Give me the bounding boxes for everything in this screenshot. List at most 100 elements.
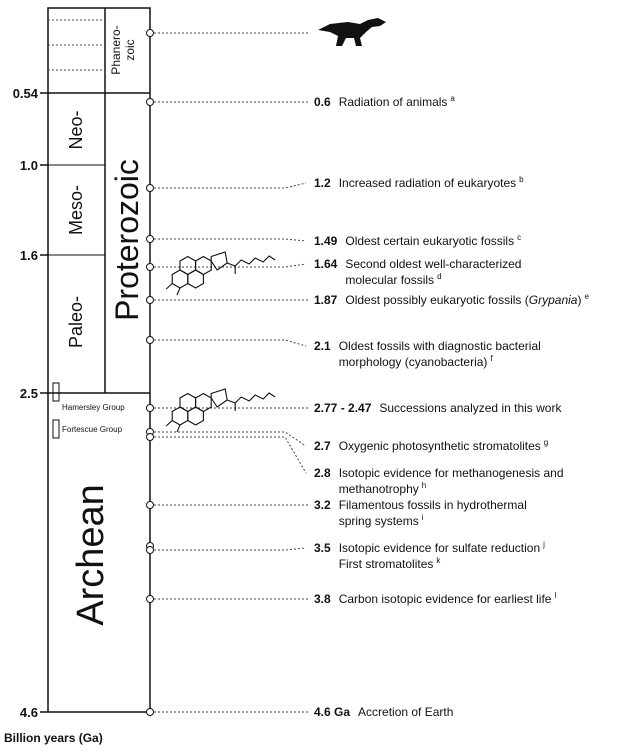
event-text: Oldest fossils with diagnostic bacterial — [339, 339, 541, 353]
event-label: 3.5 Isotopic evidence for sulfate reducti… — [314, 540, 545, 555]
event-age: 1.87 — [314, 293, 338, 307]
footnote-mark: l — [554, 591, 556, 600]
event-label: 2.7Oxygenic photosynthetic stromatolites… — [314, 438, 548, 453]
event-marker — [147, 264, 154, 271]
event-age: 3.8 — [314, 592, 331, 606]
event-age: 0.6 — [314, 95, 331, 109]
event-marker — [147, 337, 154, 344]
connector-line — [150, 548, 306, 550]
footnote-mark: g — [544, 438, 548, 447]
event-text-italic: Grypania — [529, 293, 578, 307]
event-text: Oxygenic photosynthetic stromatolites — [339, 439, 541, 453]
event-age: 3.5 — [314, 541, 331, 555]
event-text: morphology (cyanobacteria) — [339, 355, 488, 369]
footnote-mark: j — [542, 540, 545, 549]
event-label: spring systemsi — [339, 513, 424, 528]
page: { "axis": { "ticks": ["0.54", "1.0", "1.… — [0, 0, 626, 747]
event-label: 2.8 Isotopic evidence for methanogenesis … — [314, 466, 564, 480]
connector-line — [150, 183, 306, 188]
footnote-mark: e — [584, 292, 589, 301]
event-marker — [147, 709, 154, 716]
event-marker — [147, 434, 154, 441]
molecule-chain — [227, 393, 275, 403]
group-marker — [53, 383, 59, 401]
event-text: Successions analyzed in this work — [379, 401, 562, 415]
event-label: 1.87 Oldest possibly eukaryotic fossils (… — [314, 292, 589, 307]
event-age: 2.8 — [314, 466, 331, 480]
event-text: Isotopic evidence for methanogenesis and — [339, 466, 564, 480]
axis-tick-label: 0.54 — [13, 86, 39, 101]
event-text: Radiation of animals — [339, 95, 448, 109]
event-text: Increased radiation of eukaryotes — [339, 176, 516, 190]
axis-tick-label: 1.6 — [20, 248, 38, 263]
axis-tick-label: 2.5 — [20, 386, 38, 401]
event-text: Carbon isotopic evidence for earliest li… — [339, 592, 552, 606]
event-marker — [147, 405, 154, 412]
footnote-mark: h — [422, 481, 426, 490]
event-text: ) — [577, 293, 581, 307]
event-age: 1.64 — [314, 257, 338, 271]
connector-line — [150, 264, 306, 267]
footnote-mark: f — [490, 354, 493, 363]
era-label: Neo- — [66, 110, 86, 149]
eon-label: Archean — [70, 484, 112, 626]
footnote-mark: c — [517, 233, 521, 242]
era-label: Paleo- — [66, 296, 86, 348]
event-marker — [147, 30, 154, 37]
connector-line — [150, 437, 306, 473]
event-label: 2.1 Oldest fossils with diagnostic bacter… — [314, 339, 541, 353]
event-label: 1.2Increased radiation of eukaryotesb — [314, 175, 524, 190]
event-text: molecular fossils — [345, 273, 434, 287]
event-text: Oldest certain eukaryotic fossils — [345, 234, 514, 248]
event-marker — [147, 99, 154, 106]
molecule-chain — [227, 256, 275, 266]
molecule-ring — [180, 394, 196, 412]
group-label: Fortescue Group — [62, 425, 123, 434]
group-label: Hamersley Group — [62, 403, 125, 412]
event-marker — [147, 185, 154, 192]
event-age: 2.77 - 2.47 — [314, 401, 372, 415]
event-text: Second oldest well-characterized — [345, 257, 521, 271]
event-text: Isotopic evidence for sulfate reduction — [339, 541, 540, 555]
molecule-chain — [166, 284, 172, 290]
axis-label: Billion years (Ga) — [4, 731, 103, 745]
timeline-figure: 0.541.01.62.54.6Billion years (Ga)Phaner… — [0, 0, 626, 747]
connector-line — [150, 239, 306, 241]
molecule-ring — [180, 257, 196, 275]
event-text: methanotrophy — [339, 482, 419, 496]
footnote-mark: b — [519, 175, 524, 184]
footnote-mark: d — [437, 272, 441, 281]
connector-line — [150, 432, 306, 446]
event-label: 3.8 Carbon isotopic evidence for earliest… — [314, 591, 556, 606]
event-marker — [147, 547, 154, 554]
eon-label: Phanero- — [109, 25, 123, 74]
event-label: 2.77 - 2.47 Successions analyzed in this … — [314, 401, 562, 415]
eon-label: Proterozoic — [109, 159, 145, 321]
event-label: 4.6 GaAccretion of Earth — [314, 705, 453, 719]
event-label: morphology (cyanobacteria)f — [339, 354, 494, 369]
event-age: 2.1 — [314, 339, 331, 353]
event-text: spring systems — [339, 514, 419, 528]
event-text: First stromatolites — [339, 557, 434, 571]
event-marker — [147, 596, 154, 603]
eon-label: zoic — [123, 39, 137, 60]
group-marker — [53, 420, 59, 438]
event-text: Oldest possibly eukaryotic fossils ( — [345, 293, 528, 307]
event-text: Filamentous fossils in hydrothermal — [339, 498, 527, 512]
event-text: Accretion of Earth — [358, 705, 453, 719]
molecule-chain — [177, 288, 180, 295]
era-label: Meso- — [66, 185, 86, 235]
event-age: 1.49 — [314, 234, 338, 248]
event-label: 3.2 Filamentous fossils in hydrothermal — [314, 498, 527, 512]
event-marker — [147, 236, 154, 243]
molecule-ring — [196, 394, 212, 412]
molecule-ring — [196, 257, 212, 275]
event-age: 3.2 — [314, 498, 331, 512]
event-marker — [147, 502, 154, 509]
connector-line — [150, 340, 306, 346]
molecule-ring — [211, 389, 227, 407]
